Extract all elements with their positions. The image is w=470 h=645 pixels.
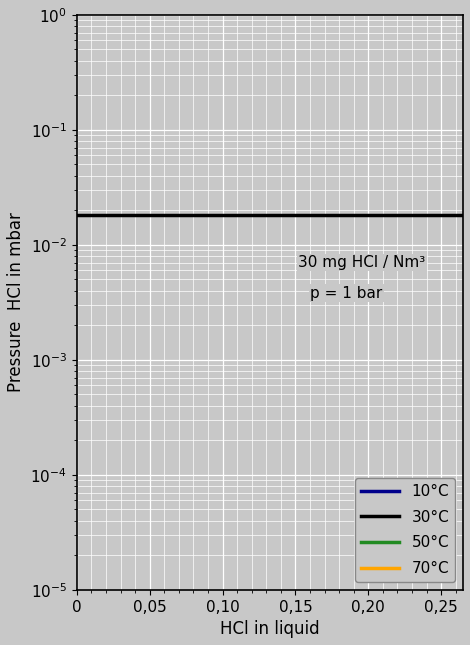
Y-axis label: Pressure  HCl in mbar: Pressure HCl in mbar (7, 212, 25, 392)
Text: 30 mg HCl / Nm³: 30 mg HCl / Nm³ (298, 255, 426, 270)
Legend: 10°C, 30°C, 50°C, 70°C: 10°C, 30°C, 50°C, 70°C (355, 478, 455, 582)
Text: p = 1 bar: p = 1 bar (310, 286, 382, 301)
X-axis label: HCl in liquid: HCl in liquid (220, 620, 320, 638)
